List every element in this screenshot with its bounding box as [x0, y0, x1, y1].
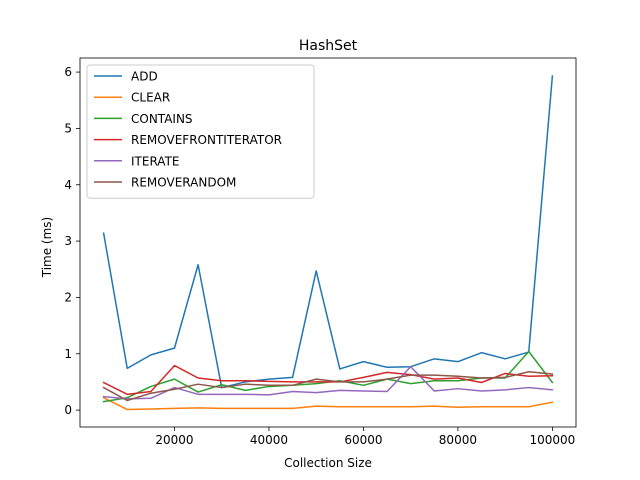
legend: ADD CLEAR CONTAINS REMOVEFRONTITERATOR ITERA… — [86, 64, 315, 199]
y-tick-label: 5 — [64, 121, 72, 135]
x-tick-label: 40000 — [250, 433, 288, 447]
series-line-add — [102, 75, 554, 389]
legend-label-iterate: ITERATE — [131, 154, 180, 168]
axes-layer: 20000 40000 60000 80000 100000 0 1 2 3 4 5 6 — [64, 57, 577, 447]
y-tick-label: 0 — [64, 403, 72, 417]
legend-label-add: ADD — [131, 70, 158, 84]
legend-label-removefrontiterator: REMOVEFRONTITERATOR — [131, 133, 282, 147]
y-tick-label: 4 — [64, 178, 72, 192]
x-axis-label: Collection Size — [284, 456, 372, 470]
series-layer — [102, 75, 554, 411]
x-tick-label: 80000 — [439, 433, 477, 447]
y-tick-label: 6 — [64, 65, 72, 79]
x-tick-label: 60000 — [344, 433, 382, 447]
y-tick-label: 3 — [64, 234, 72, 248]
series-line-removefrontiterator — [102, 364, 554, 396]
legend-label-removerandom: REMOVERANDOM — [131, 176, 236, 190]
legend-label-contains: CONTAINS — [131, 112, 193, 126]
axes-frame — [79, 57, 577, 428]
series-line-clear — [102, 396, 554, 411]
y-tick-label: 2 — [64, 290, 72, 304]
y-axis-label: Time (ms) — [40, 217, 54, 279]
legend-box — [86, 64, 315, 199]
x-tick-label: 100000 — [529, 433, 575, 447]
legend-label-clear: CLEAR — [131, 91, 170, 105]
series-line-removerandom — [102, 371, 554, 402]
chart-title: HashSet — [299, 38, 358, 54]
y-tick-label: 1 — [64, 347, 72, 361]
x-tick-label: 20000 — [155, 433, 193, 447]
